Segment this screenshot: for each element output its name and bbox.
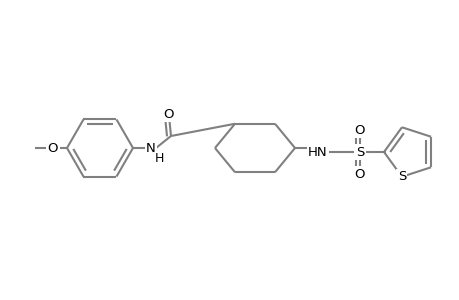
- Text: O: O: [354, 124, 364, 136]
- Text: O: O: [48, 142, 58, 154]
- Text: S: S: [355, 146, 364, 158]
- Text: O: O: [163, 107, 174, 121]
- Text: S: S: [397, 170, 405, 183]
- Text: N: N: [146, 142, 156, 154]
- Text: O: O: [354, 167, 364, 181]
- Text: HN: HN: [308, 146, 327, 158]
- Text: H: H: [155, 152, 164, 165]
